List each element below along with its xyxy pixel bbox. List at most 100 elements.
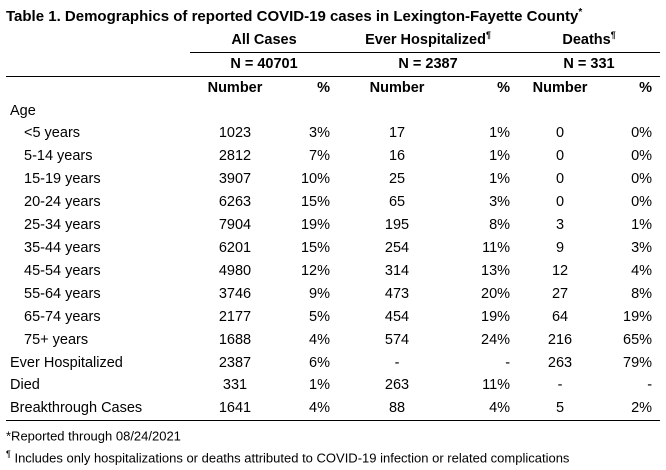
cell-percent: 24% (481, 331, 511, 348)
row-label: Breakthrough Cases (6, 397, 190, 422)
cell-percent: 4% (456, 397, 519, 422)
cell-percent: 11% (482, 239, 511, 256)
cell-percent: 1% (489, 148, 511, 165)
cell-percent: 6% (309, 354, 331, 371)
cell-percent: 1% (489, 125, 511, 142)
cell-number: 65 (388, 194, 406, 211)
cell-percent: 13% (481, 262, 511, 279)
cell-percent: 8% (489, 217, 511, 234)
row-label: 65-74 years (24, 308, 101, 325)
cell-percent: 1% (631, 217, 653, 234)
cell-number: 64 (551, 308, 569, 325)
cell-number: 2812 (218, 148, 252, 165)
row-label: 25-34 years (24, 217, 101, 234)
cell-number: 12 (551, 262, 569, 279)
cell-number: 263 (384, 377, 410, 394)
table-container: Table 1. Demographics of reported COVID-… (6, 2, 661, 466)
table-row: 20-24 years 6263 15% 65 3% 0 0% (6, 191, 660, 214)
n-deaths: N = 331 (518, 52, 661, 77)
cell-number: 9 (555, 239, 565, 256)
cell-percent: 5% (309, 308, 331, 325)
row-label: 35-44 years (24, 239, 101, 256)
cell-number: 7904 (218, 217, 252, 234)
cell-number: 4980 (218, 262, 252, 279)
table-row: 35-44 years 6201 15% 254 11% 9 3% (6, 237, 660, 260)
cell-percent: 0% (631, 194, 653, 211)
cell-number: 1688 (218, 331, 252, 348)
n-ever-hospitalized: N = 2387 (338, 52, 519, 77)
n-row: N = 40701 N = 2387 N = 331 (6, 52, 661, 77)
cell-percent: 0% (631, 171, 653, 188)
row-label: 5-14 years (24, 148, 93, 165)
cell-number: 216 (547, 331, 573, 348)
cell-percent: 3% (309, 125, 331, 142)
cell-number: 6263 (218, 194, 252, 211)
cell-number: 5 (518, 397, 603, 422)
cell-number: 3746 (218, 285, 252, 302)
cell-number: 574 (384, 331, 410, 348)
cell-number: 0 (555, 194, 565, 211)
col-number: Number (207, 79, 263, 96)
cell-number: 254 (384, 239, 410, 256)
group-header-row: All Cases Ever Hospitalized¶ Deaths¶ (6, 24, 661, 53)
cell-number: 0 (555, 125, 565, 142)
title-text: Table 1. Demographics of reported COVID-… (6, 8, 579, 25)
cell-percent: 19% (481, 308, 511, 325)
cell-number: 27 (551, 285, 569, 302)
table-row: 75+ years 1688 4% 574 24% 216 65% (6, 329, 660, 352)
table-row: 25-34 years 7904 19% 195 8% 3 1% (6, 214, 660, 237)
row-label: 20-24 years (24, 194, 101, 211)
cell-number: 454 (384, 308, 410, 325)
cell-number: 1023 (218, 125, 252, 142)
column-header-row: Number % Number % Number % (6, 76, 660, 99)
table-row: 15-19 years 3907 10% 25 1% 0 0% (6, 168, 660, 191)
footnote-reported: *Reported through 08/24/2021 (6, 428, 181, 444)
row-label: Ever Hospitalized (10, 354, 123, 371)
demographics-table: All Cases Ever Hospitalized¶ Deaths¶ N =… (6, 24, 661, 422)
cell-percent: 8% (631, 285, 653, 302)
table-row: Died 331 1% 263 11% - - (6, 374, 660, 397)
cell-number: 0 (555, 171, 565, 188)
cell-percent: 0% (631, 148, 653, 165)
table-row: Ever Hospitalized 2387 6% - - 263 79% (6, 352, 660, 375)
row-label: Died (10, 377, 40, 394)
cell-number: 263 (547, 354, 573, 371)
cell-percent: 11% (482, 377, 511, 394)
cell-percent: - (647, 377, 653, 394)
cell-percent: 15% (300, 239, 331, 256)
table-row: 5-14 years 2812 7% 16 1% 0 0% (6, 145, 660, 168)
cell-percent: 2% (602, 397, 661, 422)
cell-percent: 0% (631, 125, 653, 142)
table-row: 55-64 years 3746 9% 473 20% 27 8% (6, 283, 660, 306)
age-header: Age (10, 102, 36, 119)
footnote-hospitalizations: ¶ Includes only hospitalizations or deat… (6, 449, 570, 466)
cell-number: 3 (555, 217, 565, 234)
cell-number: 25 (388, 171, 406, 188)
table-row: Breakthrough Cases 1641 4% 88 4% 5 2% (6, 397, 661, 422)
cell-number: 1641 (190, 397, 280, 422)
cell-percent: 4% (631, 262, 653, 279)
col-pct: % (497, 79, 511, 96)
cell-percent: 4% (280, 397, 339, 422)
cell-percent: 3% (631, 239, 653, 256)
table-row: 65-74 years 2177 5% 454 19% 64 19% (6, 306, 660, 329)
row-label: 55-64 years (24, 285, 101, 302)
cell-percent: 20% (481, 285, 511, 302)
group-all-cases: All Cases (190, 24, 339, 53)
col-number: Number (532, 79, 588, 96)
cell-percent: 79% (623, 354, 653, 371)
cell-percent: 1% (489, 171, 511, 188)
cell-number: 6201 (218, 239, 252, 256)
age-header-row: Age (6, 100, 660, 123)
col-number: Number (369, 79, 425, 96)
cell-number: 16 (388, 148, 406, 165)
cell-percent: 9% (309, 285, 331, 302)
cell-number: 3907 (218, 171, 252, 188)
cell-number: 2177 (218, 308, 252, 325)
cell-percent: 7% (309, 148, 331, 165)
cell-percent: 1% (309, 377, 331, 394)
cell-percent: 10% (300, 171, 331, 188)
table-title: Table 1. Demographics of reported COVID-… (6, 2, 660, 25)
col-pct: % (317, 79, 331, 96)
n-all-cases: N = 40701 (190, 52, 339, 77)
